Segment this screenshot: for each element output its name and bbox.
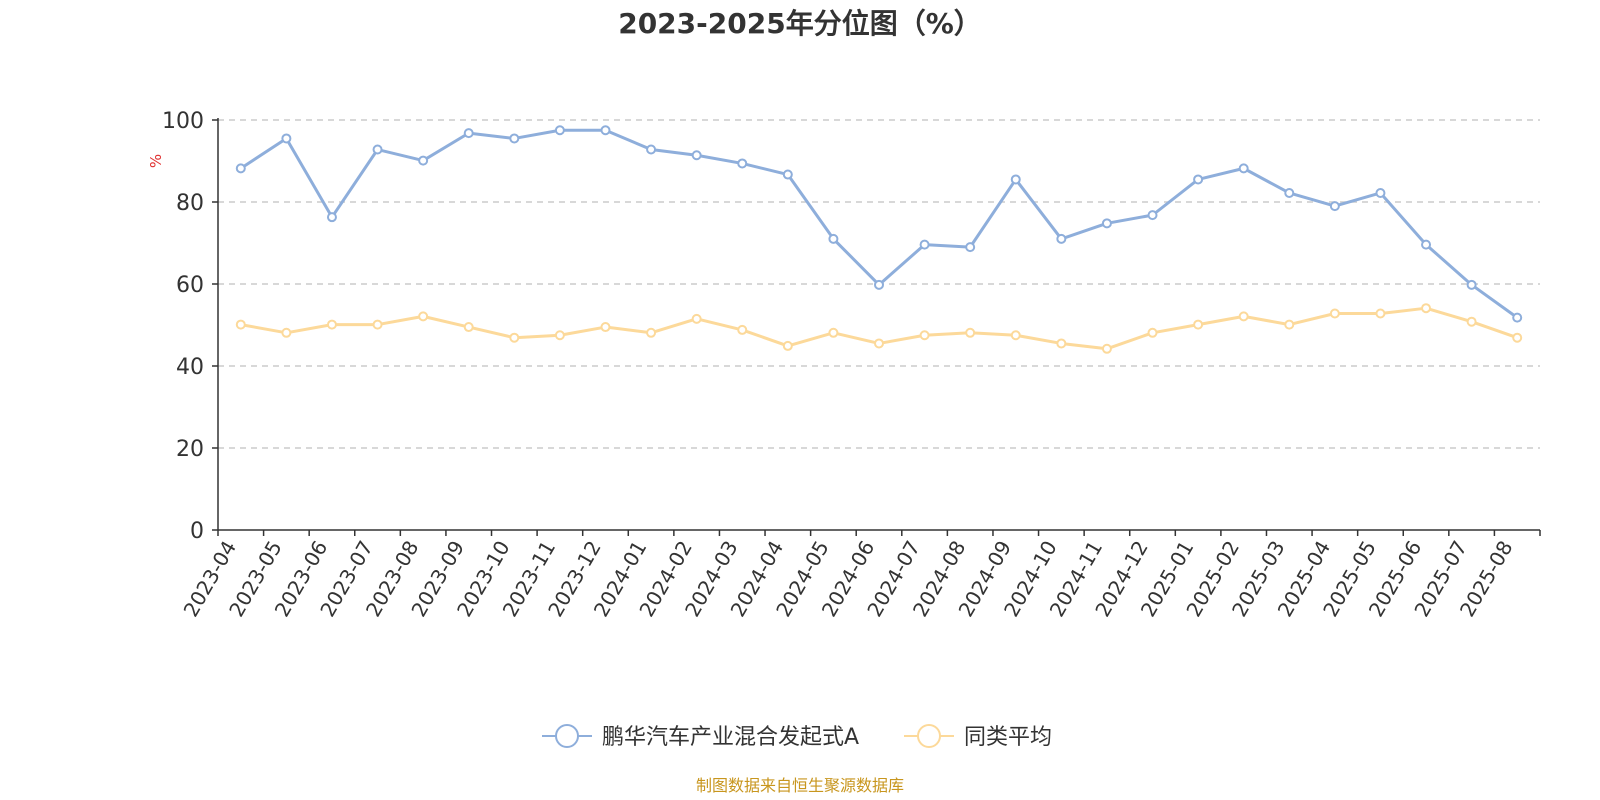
series-point-0: [874, 279, 884, 290]
x-tick-labels: 2023-042023-052023-062023-072023-082023-…: [179, 536, 1518, 620]
series-point-1: [1101, 343, 1112, 354]
series-point-0: [646, 144, 657, 155]
series-point-1: [828, 327, 839, 338]
series-point-0: [1010, 174, 1021, 185]
series-point-0: [965, 242, 976, 253]
y-tick-label: 0: [190, 519, 204, 544]
legend: 鹏华汽车产业混合发起式A 同类平均: [542, 724, 1052, 750]
y-axis-label: %: [147, 154, 165, 168]
legend-label-0: 鹏华汽车产业混合发起式A: [602, 725, 859, 750]
series-point-1: [965, 327, 976, 338]
series-point-0: [509, 133, 520, 144]
series-point-0: [326, 212, 337, 223]
series-point-0: [737, 158, 748, 169]
series-point-1: [418, 311, 429, 322]
series-point-0: [1056, 233, 1067, 244]
series-point-1: [1329, 308, 1340, 319]
series-point-0: [691, 150, 702, 161]
legend-circle-icon-0: [555, 724, 579, 748]
source-note: 制图数据来自恒生聚源数据库: [696, 776, 904, 795]
series-point-1: [737, 324, 748, 335]
series-point-0: [554, 125, 565, 136]
series-point-1: [646, 327, 657, 338]
series-point-0: [782, 169, 793, 180]
y-tick-label: 80: [176, 191, 204, 216]
series-point-0: [600, 125, 611, 136]
series-point-1: [919, 330, 930, 341]
series-point-1: [782, 340, 793, 351]
series-point-1: [1512, 332, 1523, 343]
series-point-0: [1284, 187, 1295, 198]
series-point-1: [874, 338, 884, 349]
series-point-1: [235, 319, 246, 330]
legend-circle-icon-1: [917, 724, 941, 748]
series-point-1: [1421, 303, 1432, 314]
series-point-0: [281, 133, 292, 144]
series-point-0: [418, 155, 429, 166]
series-point-0: [1375, 187, 1386, 198]
series-point-1: [509, 332, 520, 343]
series-point-0: [1329, 201, 1340, 212]
series-point-1: [1010, 330, 1021, 341]
y-tick-label: 40: [176, 355, 204, 380]
series-point-0: [1147, 210, 1158, 221]
series-point-0: [1512, 312, 1523, 323]
series-point-0: [919, 239, 930, 250]
series-point-1: [554, 330, 565, 341]
series-point-1: [1284, 319, 1295, 330]
axes: [212, 118, 1541, 536]
series-point-0: [235, 163, 246, 174]
series-point-1: [326, 319, 337, 330]
y-tick-label: 20: [176, 437, 204, 462]
series-point-0: [1238, 163, 1249, 174]
series-point-1: [1147, 327, 1158, 338]
series-point-0: [372, 144, 383, 155]
series-point-0: [1421, 239, 1432, 250]
series-point-1: [691, 313, 702, 324]
y-tick-label: 60: [176, 273, 204, 298]
y-tick-label: 100: [162, 109, 204, 134]
series-point-1: [281, 327, 292, 338]
series-point-1: [1375, 308, 1386, 319]
series-group: [235, 125, 1523, 354]
series-point-0: [828, 233, 839, 244]
series-point-1: [463, 322, 474, 333]
series-point-1: [600, 322, 611, 333]
chart-title: 2023-2025年分位图（%）: [618, 7, 982, 40]
series-point-0: [1101, 218, 1112, 229]
series-point-1: [372, 319, 383, 330]
series-point-0: [1466, 279, 1477, 290]
series-point-0: [463, 128, 474, 139]
series-point-1: [1466, 316, 1477, 327]
series-point-1: [1056, 338, 1067, 349]
series-point-1: [1238, 311, 1249, 322]
series-point-0: [1193, 174, 1204, 185]
y-tick-labels: 0 20 40 60 80 100: [162, 109, 204, 544]
series-point-1: [1193, 319, 1204, 330]
legend-label-1: 同类平均: [964, 725, 1052, 750]
